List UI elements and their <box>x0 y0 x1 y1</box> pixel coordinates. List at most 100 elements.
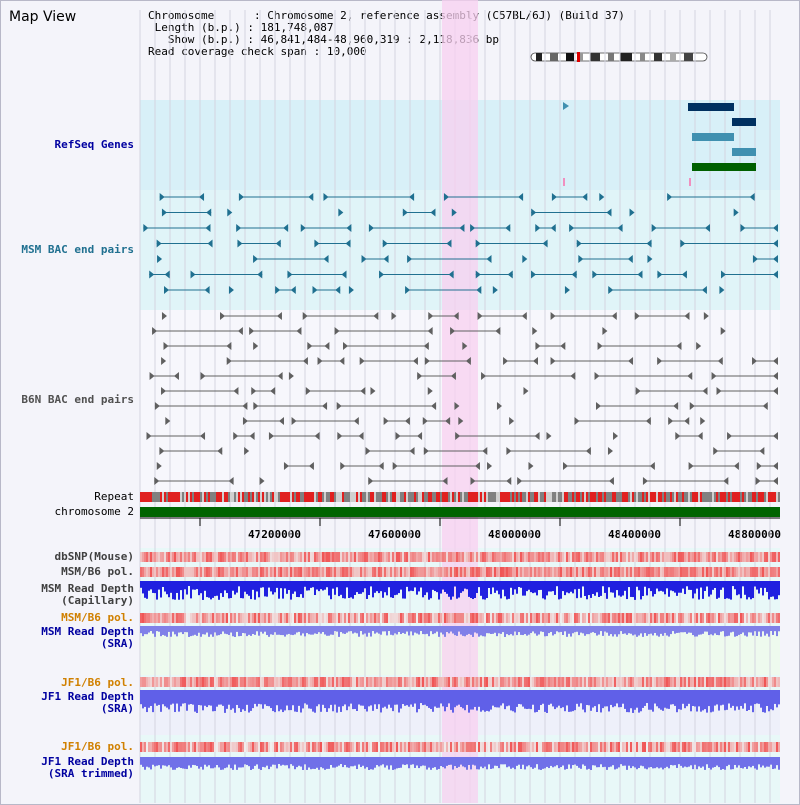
read-depth-bin <box>616 581 618 591</box>
read-depth-bin <box>316 757 318 768</box>
bac-end-marker <box>249 327 255 335</box>
track-label-b6n-bac[interactable]: B6N BAC end pairs <box>21 393 134 406</box>
repeat-segment <box>616 492 618 502</box>
snp-density-bin <box>578 742 580 752</box>
snp-density-bin <box>526 552 528 562</box>
read-depth-bin <box>690 626 692 633</box>
repeat-segment <box>564 492 566 502</box>
read-depth-bin <box>694 757 696 765</box>
read-depth-bin <box>496 690 498 708</box>
bac-end-marker <box>459 224 465 232</box>
snp-density-bin <box>504 567 506 577</box>
bac-end-marker <box>161 357 167 365</box>
repeat-segment <box>200 492 202 502</box>
read-depth-bin <box>648 690 650 710</box>
snp-density-bin <box>580 677 582 687</box>
repeat-segment <box>712 492 714 502</box>
snp-density-bin <box>558 552 560 562</box>
snp-density-bin <box>308 742 310 752</box>
snp-density-bin <box>700 677 702 687</box>
read-depth-bin <box>642 690 644 708</box>
read-depth-bin <box>468 757 470 765</box>
repeat-segment <box>630 492 632 502</box>
read-depth-bin <box>390 626 392 635</box>
snp-density-bin <box>520 613 522 623</box>
track-label-msm-b6-pol-1[interactable]: MSM/B6 pol. <box>61 565 134 578</box>
snp-density-bin <box>178 552 180 562</box>
snp-density-bin <box>740 613 742 623</box>
snp-density-bin <box>512 567 514 577</box>
read-depth-bin <box>324 757 326 770</box>
snp-density-bin <box>402 742 404 752</box>
bac-end-marker <box>518 193 524 201</box>
snp-density-bin <box>636 552 638 562</box>
track-label-jf1-read-trimmed[interactable]: JF1 Read Depth (SRA trimmed) <box>41 756 134 780</box>
read-depth-bin <box>394 581 396 596</box>
snp-density-bin <box>516 552 518 562</box>
snp-density-bin <box>562 677 564 687</box>
bac-end-marker <box>532 327 538 335</box>
read-depth-bin <box>142 690 144 709</box>
bac-end-marker <box>253 402 259 410</box>
snp-density-bin <box>232 677 234 687</box>
track-label-jf1-b6-pol-2[interactable]: JF1/B6 pol. <box>61 740 134 753</box>
snp-density-bin <box>196 677 198 687</box>
track-label-chromosome[interactable]: chromosome 2 <box>54 505 134 518</box>
repeat-segment <box>366 492 368 502</box>
track-label-jf1-b6-pol-1[interactable]: JF1/B6 pol. <box>61 676 134 689</box>
snp-density-bin <box>318 552 320 562</box>
read-depth-bin <box>386 626 388 636</box>
track-label-jf1-read-sra[interactable]: JF1 Read Depth (SRA) <box>41 691 134 715</box>
snp-density-bin <box>282 613 284 623</box>
read-depth-bin <box>566 757 568 769</box>
read-depth-bin <box>268 626 270 637</box>
snp-density-bin <box>558 742 560 752</box>
track-label-msm-read-sra[interactable]: MSM Read Depth (SRA) <box>41 626 134 650</box>
read-depth-bin <box>428 581 430 600</box>
track-label-msm-read-capillary[interactable]: MSM Read Depth (Capillary) <box>41 583 134 607</box>
snp-density-bin <box>192 613 194 623</box>
snp-density-bin <box>658 567 660 577</box>
snp-density-bin <box>428 552 430 562</box>
read-depth-bin <box>660 757 662 768</box>
snp-density-bin <box>370 567 372 577</box>
read-depth-bin <box>558 581 560 600</box>
read-depth-bin <box>446 626 448 633</box>
snp-density-bin <box>494 552 496 562</box>
snp-density-bin <box>236 742 238 752</box>
bac-end-marker <box>705 224 711 232</box>
snp-density-bin <box>324 742 326 752</box>
snp-density-bin <box>560 613 562 623</box>
read-depth-bin <box>304 581 306 587</box>
snp-density-bin <box>726 567 728 577</box>
snp-density-bin <box>560 552 562 562</box>
snp-density-bin <box>532 613 534 623</box>
read-depth-bin <box>192 626 194 636</box>
read-depth-bin <box>584 626 586 636</box>
read-depth-bin <box>382 690 384 708</box>
snp-density-bin <box>396 677 398 687</box>
track-label-msm-bac[interactable]: MSM BAC end pairs <box>21 243 134 256</box>
track-label-repeat[interactable]: Repeat <box>94 490 134 503</box>
snp-density-bin <box>594 567 596 577</box>
bac-end-marker <box>594 372 600 380</box>
read-depth-bin <box>504 581 506 597</box>
bac-end-marker <box>719 286 725 294</box>
track-label-dbsnp[interactable]: dbSNP(Mouse) <box>54 550 134 563</box>
snp-density-bin <box>594 742 596 752</box>
read-depth-bin <box>226 626 228 635</box>
read-depth-bin <box>174 581 176 600</box>
track-label-refseq[interactable]: RefSeq Genes <box>54 138 134 151</box>
bac-end-marker <box>773 477 778 485</box>
snp-density-bin <box>238 552 240 562</box>
snp-density-bin <box>458 552 460 562</box>
read-depth-bin <box>688 757 690 767</box>
read-depth-bin <box>708 626 710 636</box>
track-label-msm-b6-pol-2[interactable]: MSM/B6 pol. <box>61 611 134 624</box>
read-depth-bin <box>542 626 544 632</box>
read-depth-bin <box>612 626 614 637</box>
read-depth-bin <box>408 690 410 707</box>
read-depth-bin <box>718 581 720 598</box>
repeat-segment <box>676 492 678 502</box>
